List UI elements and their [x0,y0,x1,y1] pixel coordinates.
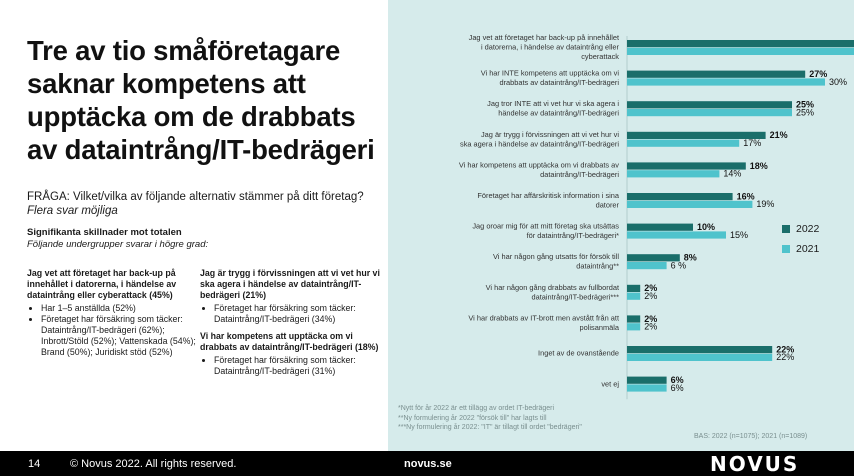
group-list: Företaget har försäkring som täcker: Dat… [200,355,380,377]
bar-2021 [627,231,726,239]
category-label: Företaget har affärskritisk information … [477,191,619,210]
significance-intro: Signifikanta skillnader mot totalen Följ… [27,227,377,251]
page-number: 14 [28,458,41,470]
group-column-2: Jag är trygg i förvissningen att vi vet … [200,268,380,383]
category-label: vet ej [601,379,619,388]
bar-2022 [627,131,766,139]
data-label: 19% [756,199,774,209]
data-label: 15% [730,230,748,240]
category-label: Vi har någon gång drabbats av fullbordat… [486,283,620,302]
bar-2022 [627,376,667,384]
legend-swatch [782,225,790,234]
bar-2022 [627,315,641,323]
group-item: Har 1–5 anställda (52%) [41,303,197,314]
question: FRÅGA: Vilket/vilka av följande alternat… [27,190,377,218]
data-label: 6% [671,375,684,385]
site-link[interactable]: novus.se [404,458,452,470]
legend-label: 2021 [796,243,820,255]
data-label: 18% [750,161,768,171]
bar-2021 [627,109,792,117]
footer: 14 © Novus 2022. All rights reserved. no… [0,451,854,476]
data-label: 2% [644,291,657,301]
category-label: Jag tror INTE att vi vet hur vi ska ager… [487,99,619,118]
category-label: Jag är trygg i förvissningen att vi vet … [460,130,619,149]
bar-chart: Jag vet att företaget har back-up på inn… [459,33,854,400]
bar-2022 [627,101,792,109]
group-heading: Vi har kompetens att upptäcka om vi drab… [200,331,379,352]
footnotes: *Nytt för år 2022 är ett tillägg av orde… [398,404,582,433]
novus-logo: NOVUS [710,452,800,476]
group-list: Företaget har försäkring som täcker: Dat… [200,303,380,325]
data-label: 2% [644,322,657,332]
group-column-1: Jag vet att företaget har back-up på inn… [27,268,197,364]
page-title: Tre av tio småföretagare saknar kompeten… [27,35,375,165]
bar-2022 [627,254,680,262]
signif-title: Signifikanta skillnader mot totalen [27,227,182,238]
bar-2021 [627,139,740,147]
group-item: Företaget har försäkring som täcker: Dat… [214,303,380,325]
data-label: 22% [776,352,794,362]
legend-item-2021: 2021 [782,243,819,255]
bar-2022 [627,162,746,170]
question-sub: Flera svar möjliga [27,205,118,217]
data-label: 16% [737,191,755,201]
bar-2021 [627,47,854,55]
category-label: Vi har INTE kompetens att upptäcka om vi… [481,69,620,88]
data-label: 30% [829,77,847,87]
bar-2022 [627,284,641,292]
group-item: Företaget har försäkring som täcker: Dat… [41,314,197,358]
legend-label: 2022 [796,223,820,235]
data-label: 10% [697,222,715,232]
data-label: 8% [684,253,697,263]
category-label: Jag oroar mig för att mitt företag ska u… [472,222,619,241]
group-heading: Jag vet att företaget har back-up på inn… [27,268,177,300]
data-label: 6% [671,383,684,393]
footnote: *Nytt för år 2022 är ett tillägg av orde… [398,405,555,412]
group-item: Företaget har försäkring som täcker: Dat… [214,355,380,377]
category-label: Inget av de ovanstående [538,349,619,358]
bar-2022 [627,40,854,48]
footnote: **Ny formulering år 2022 "försök till" h… [398,414,547,422]
bar-2021 [627,262,667,270]
bar-2021 [627,292,641,300]
data-label: 2% [644,314,657,324]
category-label: Jag vet att företaget har back-up på inn… [469,33,620,61]
bar-2022 [627,70,806,78]
category-label: Vi har någon gång utsatts för försök til… [493,252,619,271]
group-list: Har 1–5 anställda (52%) Företaget har fö… [27,303,197,358]
footnote: ***Ny formulering år 2022: "IT" är tilla… [398,424,582,431]
question-text: FRÅGA: Vilket/vilka av följande alternat… [27,191,364,203]
bar-2022 [627,346,773,354]
group-heading: Jag är trygg i förvissningen att vi vet … [200,268,380,300]
bar-2021 [627,78,825,86]
bar-2021 [627,384,667,392]
data-label: 25% [796,100,814,110]
data-label: 21% [770,130,788,140]
bar-2022 [627,193,733,201]
bar-2021 [627,323,641,331]
data-label: 6 % [671,260,687,270]
bar-2021 [627,353,773,361]
bar-2021 [627,170,720,178]
data-label: 27% [809,69,827,79]
bar-2022 [627,223,693,231]
base-note: BAS: 2022 (n=1075); 2021 (n=1089) [694,433,808,440]
data-label: 2% [644,283,657,293]
category-label: Vi har kompetens att upptäcka om vi drab… [459,160,619,179]
data-label: 14% [723,169,741,179]
left-panel [0,0,388,451]
legend-swatch [782,245,790,254]
legend-item-2022: 2022 [782,223,819,235]
bar-2021 [627,200,753,208]
copyright: © Novus 2022. All rights reserved. [70,458,237,470]
data-label: 17% [743,138,761,148]
signif-sub: Följande undergrupper svarar i högre gra… [27,239,209,250]
data-label: 22% [776,344,794,354]
data-label: 25% [796,107,814,117]
category-label: Vi har drabbats av IT-brott men avstått … [468,313,620,332]
